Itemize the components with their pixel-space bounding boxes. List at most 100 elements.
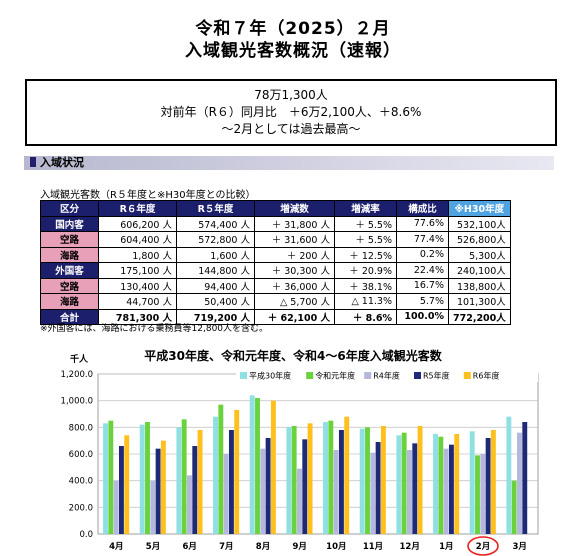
section-heading-label: 入域状況 [40, 156, 84, 169]
bar-3月-R4年度 [517, 432, 522, 534]
bar-4月-平成30年度 [103, 423, 108, 534]
bar-1月-平成30年度 [433, 434, 438, 534]
bar-7月-R4年度 [223, 454, 229, 534]
bar-10月-R5年度 [338, 430, 344, 534]
x-tick-label: 6月 [182, 542, 196, 552]
visitor-table: 区分 R６年度 R５年度 増減数 増減率 構成比 ※H30年度 国内客 606,2… [40, 200, 511, 325]
legend-swatch [364, 372, 372, 379]
table-row: 海路 44,700 人 50,400 人 △ 5,700 人 △ 11.3% 5.7% 10… [40, 293, 511, 310]
x-tick-label: 5月 [146, 542, 160, 552]
cell-r6: 781,300 人 [98, 308, 177, 325]
legend-swatch [463, 372, 471, 379]
bar-1月-令和元年度 [438, 436, 444, 534]
y-tick-label: 0.0 [79, 530, 93, 540]
bar-7月-平成30年度 [213, 416, 218, 534]
highlight-circle [467, 536, 499, 556]
x-tick-label: 4月 [109, 542, 123, 552]
bar-11月-R5年度 [375, 442, 381, 534]
bar-9月-平成30年度 [286, 427, 292, 534]
page-title-line1: 令和７年（2025）２月 [195, 19, 391, 39]
x-tick-label: 1月 [439, 542, 453, 552]
row-label: 合計 [40, 308, 99, 325]
legend-swatch [240, 372, 247, 379]
x-tick-label: 12月 [399, 542, 419, 552]
bar-4月-R5年度 [118, 446, 124, 534]
bar-12月-R4年度 [407, 450, 412, 534]
bar-11月-平成30年度 [359, 428, 365, 534]
col-header-diff: 増減数 [254, 200, 335, 217]
bar-3月-令和元年度 [511, 480, 517, 534]
summary-box: 78万1,300人 対前年（R６）同月比 ＋6万2,100人、＋8.6% ～2月… [25, 79, 557, 146]
bar-2月-平成30年度 [469, 431, 475, 534]
y-axis-unit: 千人 [70, 353, 89, 365]
bar-11月-R6年度 [380, 426, 386, 534]
bar-5月-令和元年度 [145, 422, 150, 534]
legend-label: 平成30年度 [249, 371, 291, 381]
bar-2月-R6年度 [490, 430, 496, 534]
bar-5月-R5年度 [155, 448, 161, 534]
bar-7月-R6年度 [234, 410, 240, 534]
section-marker-icon [30, 157, 36, 167]
bar-11月-R4年度 [370, 452, 376, 534]
bar-6月-R6年度 [197, 430, 203, 534]
table-note: ※外国客には、海路における乗務員等12,800人を含む。 [40, 324, 269, 334]
bar-8月-R6年度 [270, 400, 276, 534]
legend-label: 令和元年度 [315, 371, 355, 381]
bar-12月-令和元年度 [401, 432, 407, 534]
bar-12月-平成30年度 [396, 435, 402, 534]
legend-label: R6年度 [473, 371, 500, 381]
bar-12月-R6年度 [417, 426, 423, 534]
bar-8月-R4年度 [260, 448, 266, 534]
cell-share: 22.4% [396, 262, 449, 279]
bar-9月-R5年度 [302, 439, 308, 534]
x-tick-label: 11月 [363, 542, 383, 552]
bar-6月-令和元年度 [181, 419, 187, 534]
row-label: 空路 [40, 277, 99, 294]
legend-label: R5年度 [423, 371, 450, 381]
row-label: 国内客 [40, 215, 99, 232]
bar-6月-R5年度 [192, 446, 198, 534]
table-header-row: 区分 R６年度 R５年度 増減数 増減率 構成比 ※H30年度 [40, 200, 511, 217]
bar-10月-令和元年度 [328, 420, 334, 534]
bar-4月-R6年度 [124, 435, 130, 534]
row-label: 外国客 [40, 262, 99, 279]
bar-3月-R5年度 [522, 422, 528, 534]
bar-1月-R5年度 [448, 444, 454, 534]
table-row: 海路 1,800 人 1,600 人＋ 200 人＋ 12.5% 0.2% 5,300人 [40, 246, 511, 263]
table-row: 合計 781,300 人 719,200 人＋ 62,100 人＋ 8.6% 100.… [40, 308, 511, 325]
col-header-h30: ※H30年度 [448, 200, 511, 217]
bar-1月-R6年度 [454, 434, 460, 534]
y-tick-label: 200.0 [69, 503, 93, 513]
x-tick-label: 10月 [326, 542, 346, 552]
bar-2月-令和元年度 [475, 455, 480, 534]
bar-4月-令和元年度 [108, 420, 114, 534]
bar-8月-R5年度 [265, 438, 271, 534]
legend-swatch [414, 372, 421, 379]
x-tick-label: 2月 [476, 542, 490, 552]
y-tick-label: 400.0 [69, 477, 93, 487]
legend-swatch [306, 372, 314, 379]
y-tick-label: 1,200.0 [61, 370, 93, 380]
row-label: 海路 [40, 293, 99, 310]
table-row: 国内客 606,200 人 574,400 人＋ 31,800 人＋ 5.5% 77.… [40, 215, 511, 232]
x-tick-label: 7月 [219, 542, 233, 552]
bar-2月-R5年度 [485, 438, 491, 534]
bar-4月-R4年度 [113, 480, 119, 534]
legend-label: R4年度 [373, 371, 400, 381]
table-caption: 入域観光客数（R５年度と※H30年度との比較） [40, 190, 256, 201]
bar-10月-R6年度 [344, 416, 350, 534]
bar-9月-令和元年度 [291, 426, 297, 534]
bar-9月-R6年度 [307, 423, 313, 534]
bar-7月-令和元年度 [218, 404, 224, 534]
bar-5月-平成30年度 [139, 424, 145, 534]
bar-5月-R6年度 [160, 440, 166, 534]
bar-6月-R4年度 [187, 475, 192, 534]
x-tick-label: 3月 [512, 542, 526, 552]
x-tick-label: 9月 [292, 542, 306, 552]
bar-6月-平成30年度 [176, 427, 182, 534]
bar-5月-R4年度 [150, 480, 156, 534]
col-header-rate: 増減率 [334, 200, 397, 217]
bar-9月-R4年度 [297, 468, 302, 534]
cell-h30: 772,200人 [448, 308, 511, 325]
cell-r5: 719,200 人 [176, 308, 255, 325]
